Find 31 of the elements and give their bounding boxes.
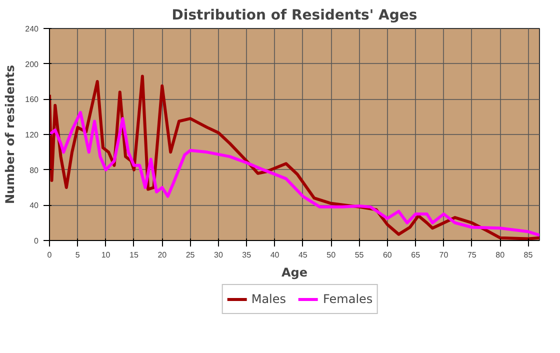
x-tick-label: 45 [298,250,308,260]
x-tick-label: 50 [326,250,336,260]
y-tick-label: 240 [25,24,40,34]
x-tick-label: 25 [186,250,196,260]
x-tick-label: 35 [242,250,252,260]
x-tick-label: 80 [496,250,506,260]
x-tick-label: 60 [382,250,392,260]
y-axis-title: Number of residents [3,64,18,204]
x-tick-label: 40 [270,250,280,260]
x-tick-label: 20 [158,250,168,260]
y-tick-label: 80 [30,166,40,175]
y-tick-label: 200 [25,60,40,69]
x-tick-label: 65 [411,250,421,260]
x-tick-label: 10 [101,250,111,260]
y-tick-label: 120 [25,130,40,140]
y-tick-label: 0 [34,236,40,246]
x-tick-label: 15 [130,250,139,260]
chart-title: Distribution of Residents' Ages [172,8,418,24]
x-axis-title: Age [281,266,308,280]
x-tick-label: 75 [467,250,477,260]
legend-label: Females [323,292,373,306]
x-tick-label: 55 [354,250,364,260]
x-tick-label: 30 [214,250,224,260]
y-tick-label: 40 [30,201,40,210]
legend-label: Males [251,292,286,306]
line-series [50,110,540,237]
x-tick-label: 0 [47,250,52,260]
x-tick-label: 85 [524,250,534,260]
x-tick-label: 5 [75,250,80,260]
x-tick-label: 70 [439,250,449,260]
y-tick-label: 160 [25,95,40,104]
